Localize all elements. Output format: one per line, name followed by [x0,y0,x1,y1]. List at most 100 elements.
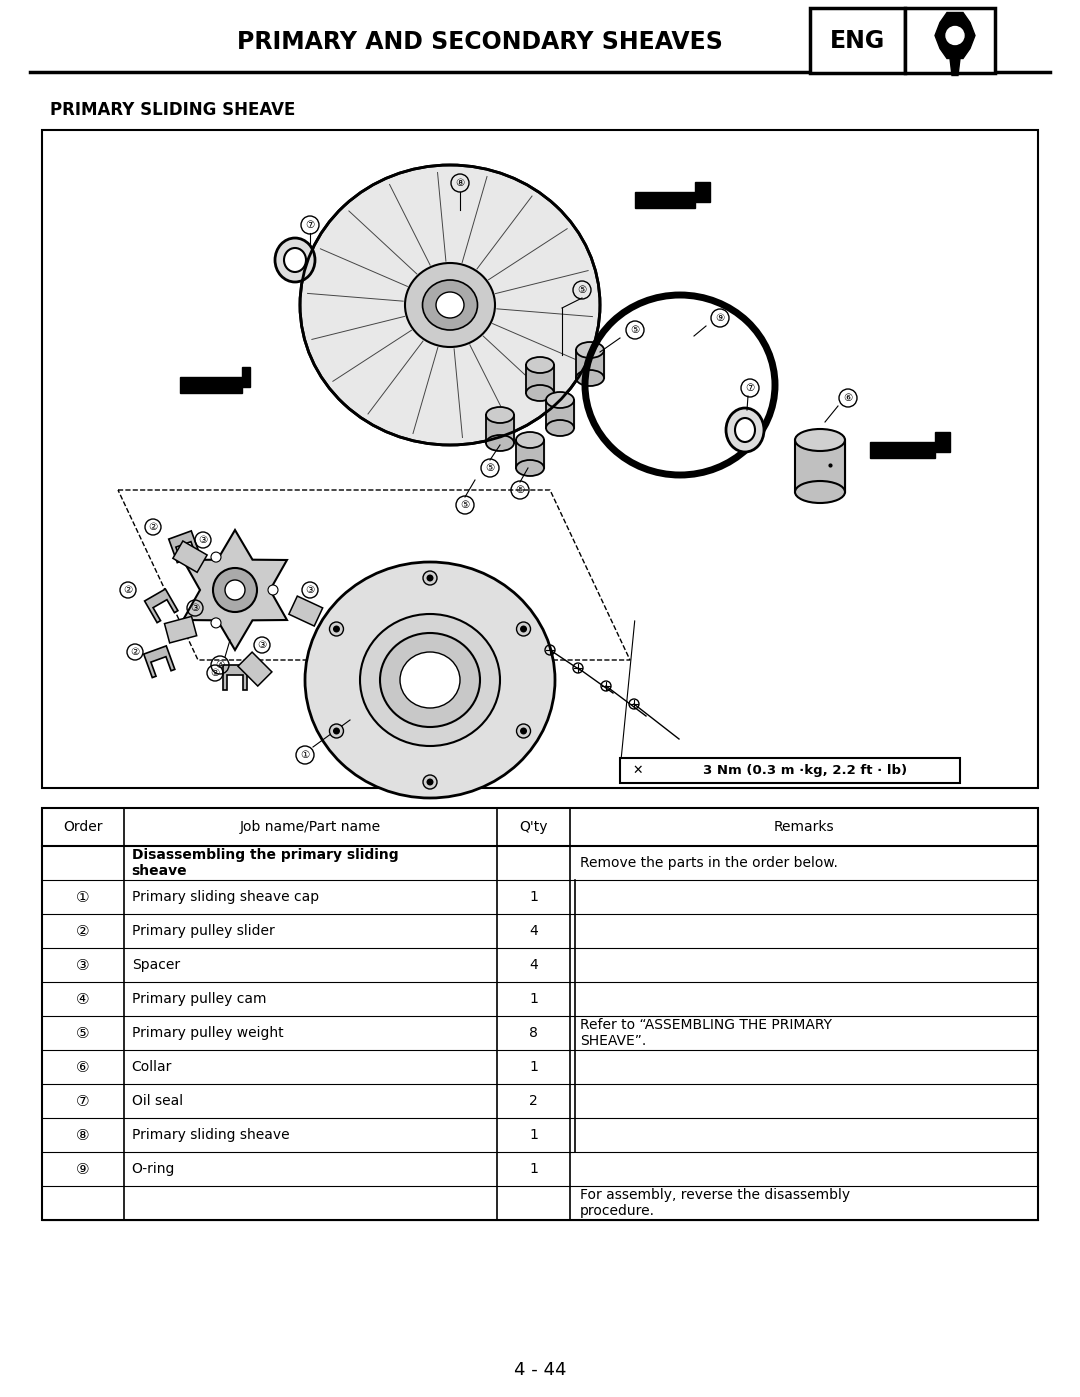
Text: O-ring: O-ring [132,1162,175,1176]
Polygon shape [635,182,710,208]
Text: ②: ② [76,923,90,939]
Text: sheave: sheave [132,863,187,877]
Text: ④: ④ [215,659,225,671]
Text: ✕: ✕ [633,764,644,777]
Text: ③: ③ [257,640,267,650]
Text: ⑧: ⑧ [76,1127,90,1143]
Text: Order: Order [63,820,103,834]
Text: ⑤: ⑤ [76,1025,90,1041]
Polygon shape [180,367,249,393]
Ellipse shape [735,418,755,441]
Circle shape [329,622,343,636]
Polygon shape [238,652,272,686]
Text: ⑨: ⑨ [715,313,725,323]
Polygon shape [168,531,200,563]
Text: Remarks: Remarks [773,820,834,834]
Circle shape [213,569,257,612]
Text: 1: 1 [529,992,538,1006]
Circle shape [427,778,433,785]
Text: Refer to “ASSEMBLING THE PRIMARY: Refer to “ASSEMBLING THE PRIMARY [580,1018,832,1032]
Text: ②: ② [148,522,158,532]
Circle shape [225,580,245,599]
Circle shape [427,574,433,581]
Polygon shape [516,440,544,468]
Text: ⑧: ⑧ [456,177,464,189]
Text: ④: ④ [76,992,90,1006]
Circle shape [521,626,527,633]
Text: For assembly, reverse the disassembly: For assembly, reverse the disassembly [580,1187,850,1201]
Ellipse shape [526,358,554,373]
Text: procedure.: procedure. [580,1204,654,1218]
Text: 1: 1 [529,1127,538,1141]
Ellipse shape [405,263,495,346]
Ellipse shape [486,407,514,423]
Polygon shape [546,400,573,427]
Circle shape [521,728,527,735]
Text: ⑤: ⑤ [578,285,586,295]
Text: ⑤: ⑤ [631,326,639,335]
Text: Q'ty: Q'ty [519,820,548,834]
Text: ③: ③ [190,604,200,613]
Circle shape [329,724,343,738]
Polygon shape [795,440,845,492]
Text: Collar: Collar [132,1060,172,1074]
Bar [42,807,1038,1220]
Text: PRIMARY SLIDING SHEAVE: PRIMARY SLIDING SHEAVE [50,101,295,119]
Bar [905,8,995,73]
Polygon shape [164,616,197,643]
Polygon shape [486,415,514,443]
Polygon shape [950,59,960,75]
Text: 8: 8 [529,1025,538,1039]
Text: ③: ③ [76,957,90,972]
Text: ③: ③ [306,585,314,595]
Text: ②: ② [123,585,133,595]
Text: Primary pulley slider: Primary pulley slider [132,923,274,937]
Ellipse shape [422,279,477,330]
Ellipse shape [400,652,460,708]
Text: SHEAVE”.: SHEAVE”. [580,1034,646,1048]
Bar [42,130,1038,788]
Ellipse shape [546,393,573,408]
Text: ⑥: ⑥ [76,1059,90,1074]
Ellipse shape [380,633,480,726]
Polygon shape [935,13,975,59]
Ellipse shape [795,429,845,451]
Text: Primary pulley cam: Primary pulley cam [132,992,266,1006]
Circle shape [211,617,221,627]
Text: Primary pulley weight: Primary pulley weight [132,1025,283,1039]
Polygon shape [144,645,175,678]
Text: 3 Nm (0.3 m ·kg, 2.2 ft · lb): 3 Nm (0.3 m ·kg, 2.2 ft · lb) [703,764,907,777]
Polygon shape [145,590,178,623]
Polygon shape [526,365,554,393]
Ellipse shape [526,386,554,401]
Bar [810,8,905,73]
Ellipse shape [546,420,573,436]
Polygon shape [870,432,950,458]
Ellipse shape [275,237,315,282]
Text: ⑦: ⑦ [306,219,314,231]
Polygon shape [288,597,323,626]
Circle shape [423,571,437,585]
Ellipse shape [436,292,464,319]
Text: Job name/Part name: Job name/Part name [240,820,381,834]
Ellipse shape [726,408,764,453]
Circle shape [423,775,437,789]
Ellipse shape [300,165,600,446]
Text: ⑥: ⑥ [843,393,852,402]
Circle shape [211,552,221,562]
Text: ⑤: ⑤ [515,485,525,495]
Ellipse shape [305,562,555,798]
Ellipse shape [360,615,500,746]
Text: 1: 1 [529,1060,538,1074]
Text: ①: ① [300,750,310,760]
Text: ⑦: ⑦ [745,383,755,393]
Circle shape [516,622,530,636]
Text: Primary sliding sheave: Primary sliding sheave [132,1127,289,1141]
Text: ①: ① [76,890,90,904]
Text: ⑨: ⑨ [76,1161,90,1176]
Text: ③: ③ [199,535,207,545]
Text: Remove the parts in the order below.: Remove the parts in the order below. [580,856,838,870]
Text: PRIMARY AND SECONDARY SHEAVES: PRIMARY AND SECONDARY SHEAVES [238,29,723,54]
Circle shape [268,585,278,595]
Text: ⑤: ⑤ [485,462,495,474]
